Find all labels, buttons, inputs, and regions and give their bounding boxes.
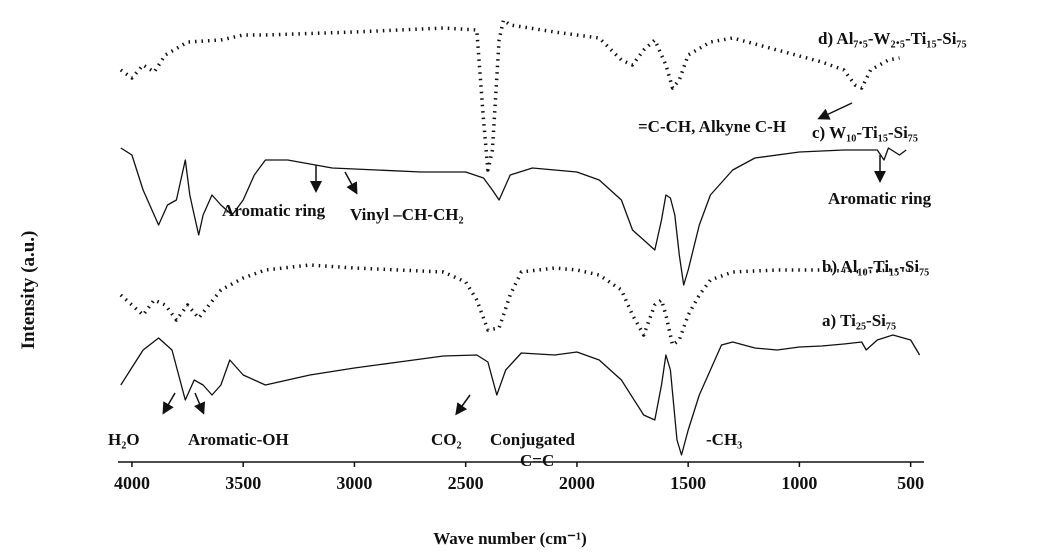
annotation: =C-CH, Alkyne C-H	[638, 117, 786, 136]
arrow	[455, 394, 471, 416]
x-tick-label: 4000	[114, 473, 150, 493]
series-label: a) Ti₂₅-Si₇₅	[822, 311, 896, 330]
arrow	[193, 392, 206, 415]
arrow	[817, 102, 853, 120]
series-label: c) W₁₀-Ti₁₅-Si₇₅	[812, 123, 918, 142]
annotation: Conjugated	[490, 430, 576, 449]
annotation: Aromatic-OH	[188, 430, 289, 449]
arrow	[162, 392, 176, 415]
series-label: b) Al₁₀-Ti₁₅-Si₇₅	[822, 257, 929, 276]
x-tick-label: 3500	[225, 473, 261, 493]
annotation: CO₂	[431, 430, 462, 449]
annotation: Aromatic ring	[222, 201, 326, 220]
x-tick-label: 500	[897, 473, 924, 493]
series-label: d) Al₇.₅-W₂.₅-Ti₁₅-Si₇₅	[818, 29, 967, 48]
x-tick-label: 1500	[670, 473, 706, 493]
spectrum-line	[120, 147, 907, 286]
annotation: C=C	[520, 451, 554, 470]
spectrum-line	[119, 18, 900, 172]
arrow	[344, 171, 358, 195]
x-tick-label: 1000	[781, 473, 817, 493]
annotation: -CH₃	[706, 430, 742, 449]
spectrum-line	[120, 334, 921, 456]
x-axis-title: Wave number (cm⁻¹)	[433, 529, 587, 548]
x-tick-label: 3000	[336, 473, 372, 493]
x-tick-label: 2500	[448, 473, 484, 493]
spectrum-line	[119, 263, 911, 347]
annotation: Aromatic ring	[828, 189, 932, 208]
annotation: Vinyl –CH-CH₂	[350, 205, 464, 224]
y-axis-title: Intensity (a.u.)	[18, 231, 39, 350]
x-tick-label: 2000	[559, 473, 595, 493]
annotation: H₂O	[108, 430, 140, 449]
